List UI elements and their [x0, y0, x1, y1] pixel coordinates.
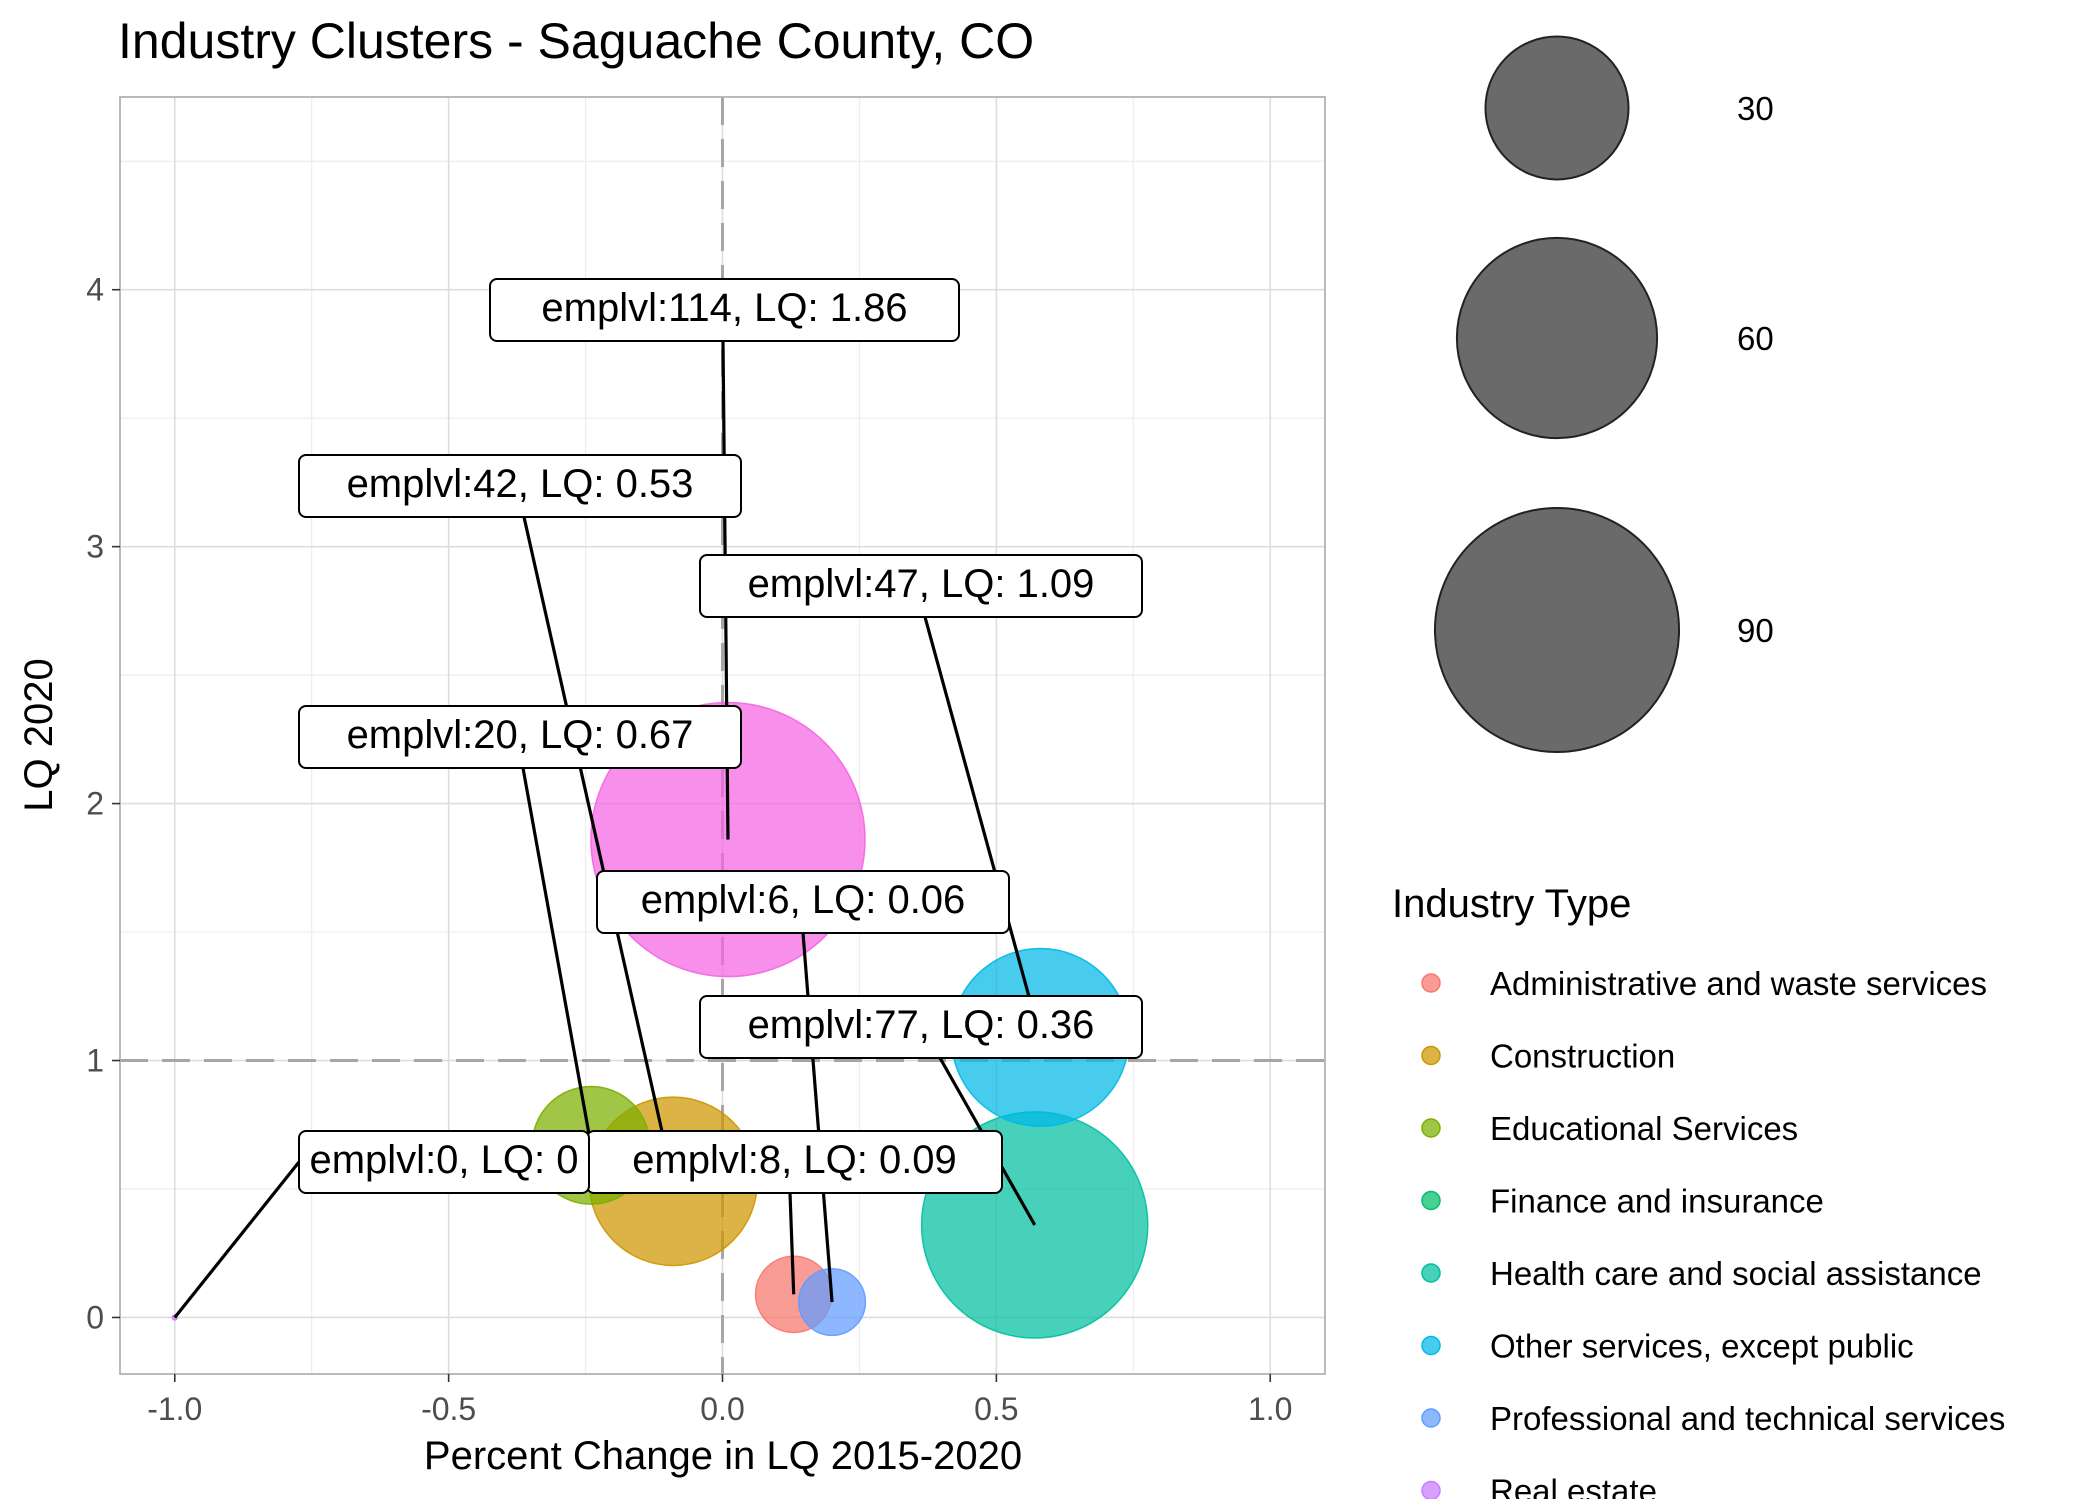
color-legend-key: [1421, 1118, 1441, 1138]
data-label-box: [298, 1130, 590, 1194]
data-label: emplvl:114, LQ: 1.86: [541, 286, 907, 330]
y-tick-label: 2: [86, 786, 104, 822]
data-label: emplvl:20, LQ: 0.67: [347, 713, 694, 757]
label-connector: [522, 516, 675, 1182]
label-connector: [923, 616, 1042, 1038]
color-legend-label: Finance and insurance: [1490, 1183, 1824, 1220]
data-label-box: [596, 870, 1010, 934]
color-legend-label: Real estate: [1490, 1473, 1657, 1500]
color-legend-key: [1421, 1263, 1441, 1283]
color-legend-key: [1421, 1408, 1441, 1428]
color-legend-key: [1421, 973, 1441, 993]
data-label: emplvl:6, LQ: 0.06: [641, 878, 966, 922]
x-tick-label: -0.5: [421, 1391, 476, 1427]
color-legend-key: [1421, 1045, 1441, 1066]
size-legend: 30 60 90: [1433, 35, 1774, 754]
data-label: emplvl:47, LQ: 1.09: [748, 562, 1095, 606]
data-label-box: [489, 278, 960, 342]
x-tick-label: 0.5: [974, 1391, 1018, 1427]
axes: Percent Change in LQ 2015-2020 LQ 2020 -…: [17, 272, 1292, 1478]
y-tick-label: 0: [86, 1299, 104, 1335]
color-legend-key: [1421, 1480, 1441, 1501]
label-connector: [801, 932, 834, 1303]
size-legend-key: [1484, 35, 1630, 181]
y-tick-label: 4: [86, 272, 104, 308]
data-label: emplvl:0, LQ: 0: [309, 1138, 578, 1182]
data-label: emplvl:42, LQ: 0.53: [347, 462, 694, 506]
data-label-box: [298, 705, 742, 769]
color-legend-label: Construction: [1490, 1038, 1675, 1075]
y-tick-label: 1: [86, 1043, 104, 1079]
x-tick-label: 1.0: [1248, 1391, 1292, 1427]
x-tick-label: -1.0: [147, 1391, 202, 1427]
data-label-box: [298, 454, 742, 518]
size-legend-label: 30: [1737, 90, 1774, 127]
color-legend-title: Industry Type: [1392, 882, 1631, 926]
x-axis-title: Percent Change in LQ 2015-2020: [424, 1434, 1022, 1478]
data-label-box: [699, 554, 1143, 618]
color-legend: Industry Type Administrative and waste s…: [1392, 882, 2005, 1504]
label-connector: [521, 767, 593, 1146]
color-legend-key: [1421, 1335, 1441, 1356]
y-tick-label: 3: [86, 529, 104, 565]
data-labels: emplvl:8, LQ: 0.09 emplvl:42, LQ: 0.53 emp…: [298, 278, 1143, 1194]
size-legend-key: [1455, 236, 1659, 440]
color-legend-key: [1421, 1190, 1441, 1211]
size-legend-key: [1433, 506, 1681, 754]
x-tick-label: 0.0: [700, 1391, 744, 1427]
color-legend-label: Professional and technical services: [1490, 1400, 2005, 1437]
label-connector: [788, 1192, 796, 1295]
data-label: emplvl:8, LQ: 0.09: [632, 1138, 957, 1182]
color-legend-label: Other services, except public: [1490, 1328, 1914, 1365]
data-label-box: [699, 995, 1143, 1059]
chart-title: Industry Clusters - Saguache County, CO: [118, 13, 1034, 69]
y-axis-title: LQ 2020: [17, 658, 61, 811]
label-connector: [173, 1161, 301, 1319]
color-legend-label: Health care and social assistance: [1490, 1255, 1982, 1292]
data-label: emplvl:77, LQ: 0.36: [748, 1003, 1095, 1047]
color-legend-label: Administrative and waste services: [1490, 965, 1987, 1002]
color-legend-label: Educational Services: [1490, 1110, 1798, 1147]
size-legend-label: 90: [1737, 612, 1774, 649]
size-legend-label: 60: [1737, 320, 1774, 357]
